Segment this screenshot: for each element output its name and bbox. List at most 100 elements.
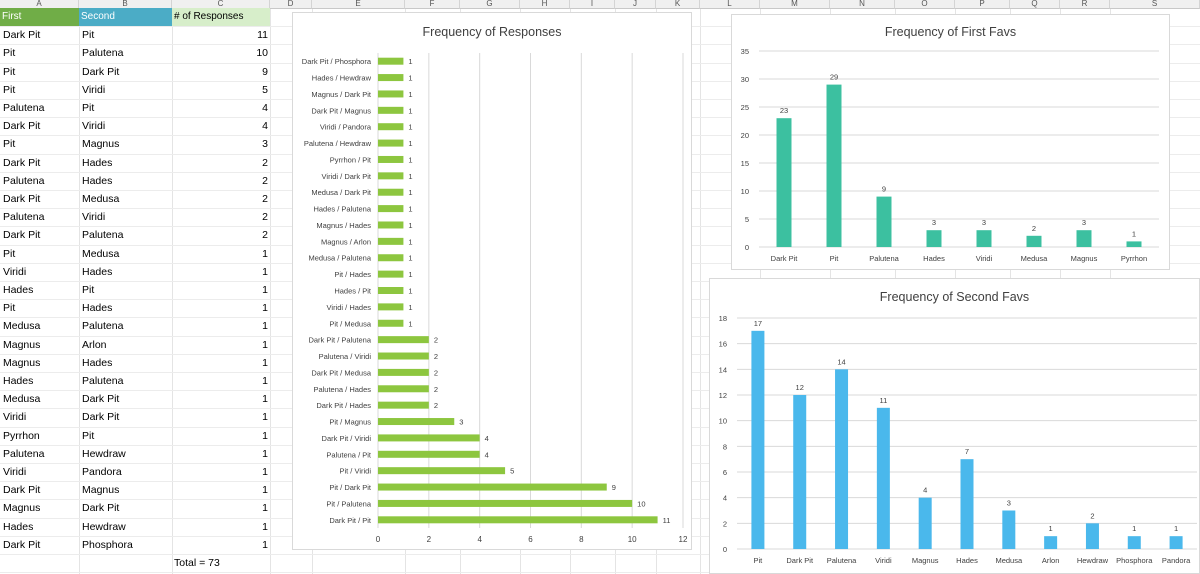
bar[interactable] — [378, 516, 658, 524]
column-header[interactable]: D — [270, 0, 312, 9]
column-header[interactable]: M — [760, 0, 830, 9]
chart-frequency-of-responses[interactable]: Frequency of Responses 0 2 4 6 8 10 12 Dark Pit… — [292, 12, 692, 550]
table-cell[interactable]: Viridi — [82, 211, 106, 223]
table-cell[interactable]: Magnus — [82, 138, 120, 150]
bar[interactable] — [926, 230, 942, 247]
bar[interactable] — [751, 330, 765, 549]
table-cell[interactable]: Palutena — [3, 211, 45, 223]
table-cell[interactable]: 2 — [262, 175, 268, 187]
table-cell[interactable]: 2 — [262, 157, 268, 169]
column-header[interactable]: K — [656, 0, 700, 9]
table-cell[interactable]: Magnus — [3, 357, 41, 369]
table-cell[interactable]: Medusa — [82, 248, 120, 260]
column-header[interactable]: H — [520, 0, 570, 9]
table-cell[interactable]: Viridi — [82, 84, 106, 96]
table-cell[interactable]: 9 — [262, 66, 268, 78]
bar[interactable] — [378, 205, 404, 213]
column-header[interactable]: J — [615, 0, 656, 9]
table-cell[interactable]: Dark Pit — [3, 193, 41, 205]
bar[interactable] — [378, 450, 480, 458]
table-cell[interactable]: Magnus — [3, 339, 41, 351]
table-cell[interactable]: Dark Pit — [82, 66, 120, 78]
table-cell[interactable]: Dark Pit — [3, 120, 41, 132]
table-cell[interactable]: Arlon — [82, 339, 107, 351]
column-header[interactable]: F — [405, 0, 460, 9]
bar[interactable] — [378, 368, 429, 376]
table-cell[interactable]: 1 — [262, 393, 268, 405]
table-cell[interactable]: 2 — [262, 211, 268, 223]
column-header[interactable]: Q — [1010, 0, 1060, 9]
bar[interactable] — [960, 459, 974, 549]
bar[interactable] — [378, 106, 404, 114]
table-cell[interactable]: 1 — [262, 539, 268, 551]
table-cell[interactable]: Viridi — [3, 411, 27, 423]
bar[interactable] — [378, 319, 404, 327]
bar[interactable] — [378, 467, 506, 475]
bar[interactable] — [835, 369, 849, 549]
table-cell[interactable]: Pit — [3, 84, 16, 96]
bar[interactable] — [1126, 241, 1142, 247]
table-cell[interactable]: Pit — [3, 302, 16, 314]
bar[interactable] — [378, 499, 633, 507]
bar[interactable] — [378, 352, 429, 360]
table-cell[interactable]: 4 — [262, 120, 268, 132]
bar[interactable] — [1169, 536, 1183, 549]
table-cell[interactable]: Viridi — [82, 120, 106, 132]
bar[interactable] — [378, 188, 404, 196]
table-cell[interactable]: Hewdraw — [82, 521, 126, 533]
chart-frequency-of-first-favs[interactable]: Frequency of First Favs 0 5 10 15 20 25 30 35 23… — [731, 14, 1170, 270]
table-cell[interactable]: Viridi — [3, 466, 27, 478]
bar[interactable] — [1127, 536, 1141, 549]
table-cell[interactable]: 1 — [262, 521, 268, 533]
table-cell[interactable]: Hades — [82, 175, 113, 187]
bar[interactable] — [776, 118, 792, 247]
table-cell[interactable]: Palutena — [82, 229, 124, 241]
bar[interactable] — [378, 401, 429, 409]
table-cell[interactable]: 1 — [262, 466, 268, 478]
table-cell[interactable]: Medusa — [3, 393, 41, 405]
bar[interactable] — [1026, 235, 1042, 247]
bar[interactable] — [378, 303, 404, 311]
bar[interactable] — [793, 395, 807, 549]
table-cell[interactable]: Dark Pit — [3, 539, 41, 551]
bar[interactable] — [976, 230, 992, 247]
bar[interactable] — [1085, 523, 1099, 549]
table-header[interactable]: # of Responses — [172, 8, 270, 27]
table-cell[interactable]: 2 — [262, 229, 268, 241]
table-cell[interactable]: 3 — [262, 138, 268, 150]
table-cell[interactable]: Hades — [3, 375, 34, 387]
column-header[interactable]: I — [570, 0, 615, 9]
table-cell[interactable]: Hades — [3, 521, 34, 533]
bar[interactable] — [876, 196, 892, 247]
table-cell[interactable]: Hewdraw — [82, 448, 126, 460]
table-cell[interactable]: Medusa — [82, 193, 120, 205]
table-cell[interactable]: Hades — [82, 266, 113, 278]
bar[interactable] — [378, 172, 404, 180]
table-cell[interactable]: Pit — [3, 66, 16, 78]
bar[interactable] — [378, 57, 404, 65]
bar[interactable] — [918, 497, 932, 549]
table-cell[interactable]: 2 — [262, 193, 268, 205]
table-cell[interactable]: Dark Pit — [3, 484, 41, 496]
table-cell[interactable]: Dark Pit — [3, 229, 41, 241]
table-cell[interactable]: Palutena — [3, 102, 45, 114]
table-cell[interactable]: Pit — [82, 430, 95, 442]
table-cell[interactable]: 1 — [262, 484, 268, 496]
table-cell[interactable]: Pit — [3, 47, 16, 59]
column-header[interactable]: N — [830, 0, 895, 9]
table-cell[interactable]: Palutena — [3, 448, 45, 460]
bar[interactable] — [378, 336, 429, 344]
table-cell[interactable]: Dark Pit — [82, 393, 120, 405]
bar[interactable] — [378, 155, 404, 163]
bar[interactable] — [378, 270, 404, 278]
bar[interactable] — [378, 221, 404, 229]
bar[interactable] — [378, 123, 404, 131]
bar[interactable] — [378, 385, 429, 393]
table-cell[interactable]: 1 — [262, 248, 268, 260]
bar[interactable] — [378, 434, 480, 442]
table-cell[interactable]: Palutena — [82, 320, 124, 332]
table-cell[interactable]: Hades — [82, 302, 113, 314]
table-cell[interactable]: 1 — [262, 284, 268, 296]
bar[interactable] — [1044, 536, 1058, 549]
